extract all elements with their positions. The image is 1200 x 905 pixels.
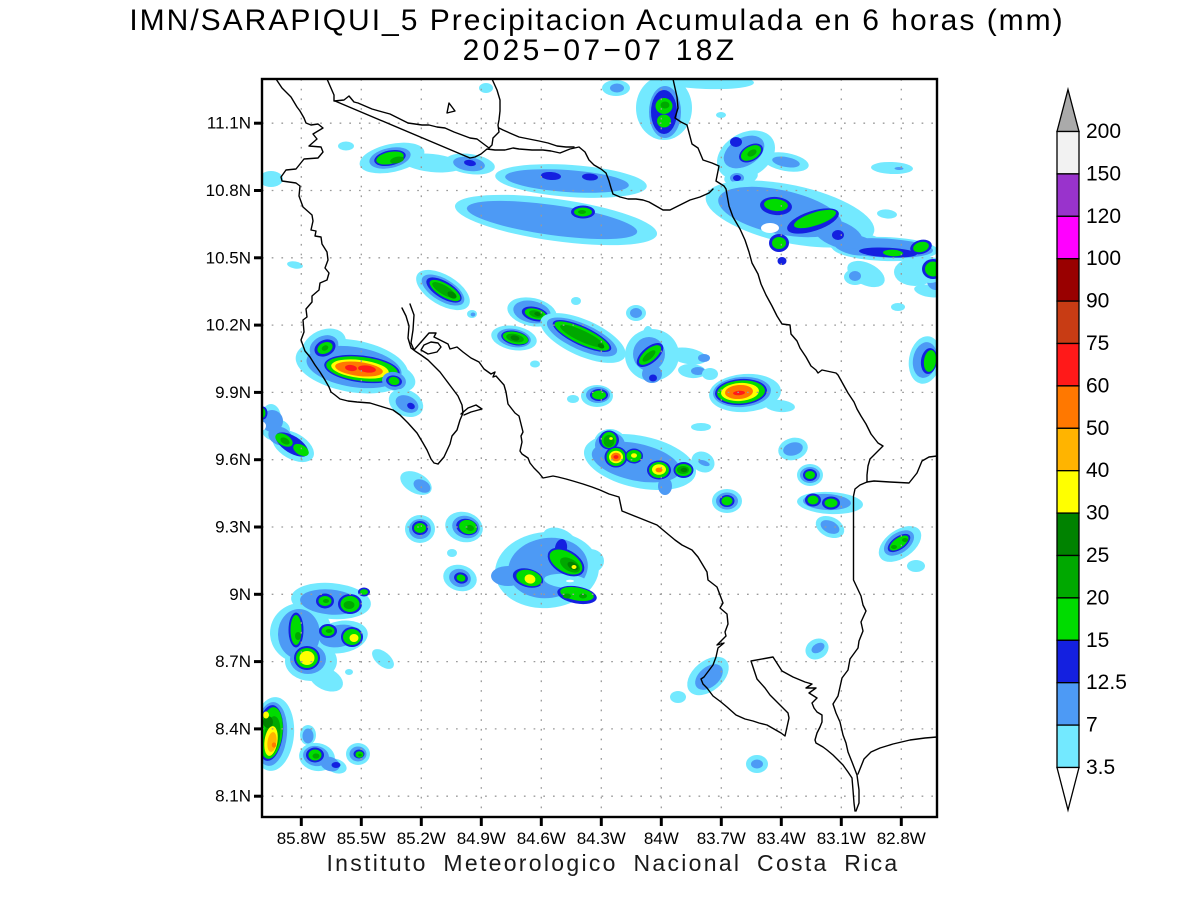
svg-text:20: 20 <box>1086 586 1109 609</box>
svg-text:9.6N: 9.6N <box>215 450 251 469</box>
svg-text:83.7W: 83.7W <box>697 829 746 848</box>
svg-text:8.4N: 8.4N <box>215 719 251 738</box>
svg-text:100: 100 <box>1086 247 1121 270</box>
svg-text:12.5: 12.5 <box>1086 671 1127 694</box>
svg-text:Instituto Meteorologico Nacion: Instituto Meteorologico Nacional Costa R… <box>326 850 899 876</box>
svg-text:84.3W: 84.3W <box>577 829 626 848</box>
svg-text:85.5W: 85.5W <box>337 829 386 848</box>
svg-text:60: 60 <box>1086 374 1109 397</box>
svg-text:90: 90 <box>1086 290 1109 313</box>
svg-text:10.5N: 10.5N <box>206 248 251 267</box>
svg-text:9.3N: 9.3N <box>215 518 251 537</box>
svg-text:85.8W: 85.8W <box>277 829 326 848</box>
svg-text:2025−07−07 18Z: 2025−07−07 18Z <box>463 34 738 67</box>
svg-text:84W: 84W <box>644 829 679 848</box>
svg-text:IMN/SARAPIQUI_5 Precipitacion: IMN/SARAPIQUI_5 Precipitacion Acumulada … <box>129 4 1064 37</box>
svg-text:9.9N: 9.9N <box>215 383 251 402</box>
svg-text:85.2W: 85.2W <box>397 829 446 848</box>
svg-text:10.8N: 10.8N <box>206 181 251 200</box>
svg-text:40: 40 <box>1086 459 1109 482</box>
svg-text:83.1W: 83.1W <box>817 829 866 848</box>
svg-text:83.4W: 83.4W <box>757 829 806 848</box>
svg-text:8.7N: 8.7N <box>215 652 251 671</box>
svg-text:8.1N: 8.1N <box>215 787 251 806</box>
svg-text:50: 50 <box>1086 417 1109 440</box>
svg-text:11.1N: 11.1N <box>207 114 251 133</box>
svg-text:200: 200 <box>1086 120 1121 143</box>
svg-text:3.5: 3.5 <box>1086 756 1115 779</box>
svg-text:120: 120 <box>1086 205 1121 228</box>
svg-text:84.9W: 84.9W <box>457 829 506 848</box>
svg-text:10.2N: 10.2N <box>206 316 251 335</box>
svg-text:7: 7 <box>1086 714 1098 737</box>
svg-text:9N: 9N <box>229 585 251 604</box>
svg-text:75: 75 <box>1086 332 1109 355</box>
svg-text:150: 150 <box>1086 162 1121 185</box>
svg-text:82.8W: 82.8W <box>877 829 926 848</box>
svg-text:84.6W: 84.6W <box>517 829 566 848</box>
svg-text:15: 15 <box>1086 629 1109 652</box>
svg-text:30: 30 <box>1086 502 1109 525</box>
svg-text:25: 25 <box>1086 544 1109 567</box>
